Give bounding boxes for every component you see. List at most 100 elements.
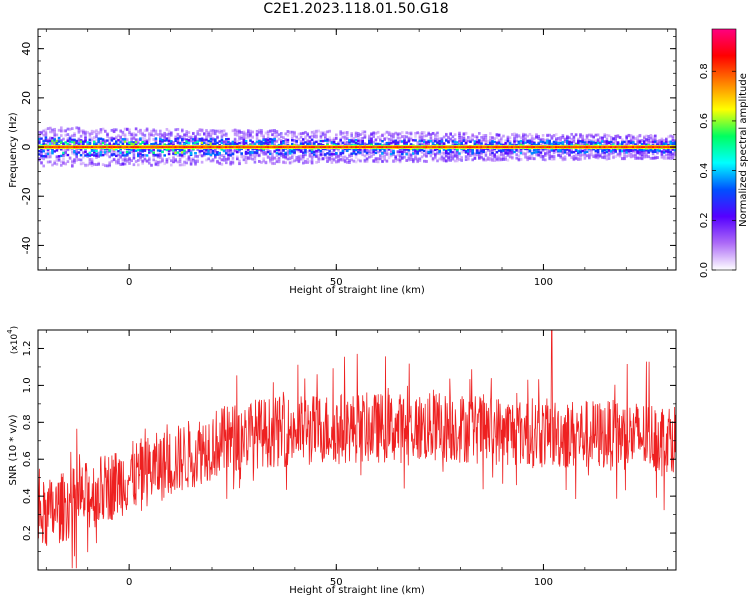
spectrogram-cell xyxy=(75,149,78,152)
spectrogram-cell xyxy=(350,158,353,162)
spectrogram-cell xyxy=(337,158,340,162)
spectrogram-cell xyxy=(614,155,617,158)
spectrogram-cell xyxy=(398,139,402,143)
spectrogram-cell xyxy=(60,154,63,158)
spectrogram-cell xyxy=(383,155,386,158)
spectrogram-cell xyxy=(310,130,314,134)
spectrogram-cell xyxy=(660,140,664,144)
spectrogram-cell xyxy=(231,161,235,165)
spectrogram-cell xyxy=(508,149,512,152)
spectrogram-cell xyxy=(328,146,331,148)
spectrogram-cell xyxy=(319,146,323,148)
spectrogram-cell xyxy=(559,142,562,145)
spectrogram-cell xyxy=(282,152,285,156)
spectrogram-cell xyxy=(194,141,197,145)
spectrogram-cell xyxy=(379,157,382,161)
spectrogram-cell xyxy=(275,151,279,155)
spectrogram-cell xyxy=(511,148,514,151)
spectrogram-cell xyxy=(269,156,272,160)
spectrogram-cell xyxy=(489,132,492,135)
spectrogram-cell xyxy=(104,164,107,168)
spectrogram-cell xyxy=(478,139,481,142)
spectrogram-cell xyxy=(260,131,263,135)
spectrogram-cell xyxy=(93,162,96,166)
spectrogram-cell xyxy=(500,152,503,155)
spectrogram-cell xyxy=(478,132,481,135)
spectrogram-cell xyxy=(409,153,413,157)
spectrogram-cell xyxy=(376,157,380,161)
spectrogram-cell xyxy=(405,158,408,162)
spectrogram-cell xyxy=(117,140,120,144)
spectrogram-cell xyxy=(128,151,131,155)
spectrogram-cell xyxy=(365,150,369,153)
spectrogram-cell xyxy=(145,139,149,143)
spectrogram-cell xyxy=(220,162,224,166)
spectrogram-cell xyxy=(207,149,210,153)
spectrogram-cell xyxy=(669,147,672,151)
spectrogram-cell xyxy=(621,156,624,160)
spectrogram-cell xyxy=(383,137,386,140)
spectrogram-cell xyxy=(313,153,316,156)
spectrogram-cell xyxy=(214,129,217,133)
spectrogram-cell xyxy=(348,159,351,162)
spectrogram-cell xyxy=(222,153,226,157)
spectrogram-cell xyxy=(231,129,235,133)
spectrogram-cell xyxy=(207,143,210,147)
spectrogram-cell xyxy=(38,153,41,156)
spectrogram-cell xyxy=(123,146,127,148)
spectrogram-cell xyxy=(475,136,479,140)
spectrogram-cell xyxy=(291,146,294,148)
spectrogram-cell xyxy=(577,146,580,148)
spectrogram-cell xyxy=(539,155,543,159)
spectrogram-cell xyxy=(203,148,206,152)
spectrogram-cell xyxy=(497,146,501,148)
spectrogram-cell xyxy=(445,154,448,158)
spectrogram-cell xyxy=(640,150,644,153)
spectrogram-cell xyxy=(319,131,323,135)
spectrogram-cell xyxy=(291,136,294,140)
spectrogram-cell xyxy=(414,146,417,148)
spectrogram-cell xyxy=(40,150,43,153)
spectrogram-cell xyxy=(423,149,426,153)
spectrogram-cell xyxy=(348,146,351,148)
spectrogram-cell xyxy=(172,146,175,148)
spectrogram-cell xyxy=(93,140,96,144)
spectrogram-cell xyxy=(643,148,646,151)
spectrogram-cell xyxy=(513,135,516,138)
spectrogram-cell xyxy=(222,158,226,162)
spectrogram-cell xyxy=(253,146,257,148)
spectrogram-cell xyxy=(394,139,397,142)
spectrogram-cell xyxy=(326,143,329,147)
spectrogram-cell xyxy=(570,146,573,148)
spectrogram-cell xyxy=(324,146,327,148)
spectrogram-cell xyxy=(654,156,657,160)
spectrogram-cell xyxy=(222,149,226,153)
spectrogram-cell xyxy=(161,158,164,162)
spectrogram-cell xyxy=(165,159,169,163)
spectrogram-cell xyxy=(60,146,63,148)
spectrogram-cell xyxy=(38,150,41,153)
spectrogram-cell xyxy=(341,151,345,155)
spectrogram-cell xyxy=(467,139,470,143)
spectrogram-cell xyxy=(368,141,371,145)
spectrogram-cell xyxy=(579,154,582,158)
spectrogram-cell xyxy=(172,148,175,152)
spectrogram-cell xyxy=(416,141,419,144)
spectrogram-cell xyxy=(218,140,221,143)
spectrogram-cell xyxy=(473,140,477,143)
spectrogram-cell xyxy=(99,130,103,134)
spectrogram-marks xyxy=(38,126,677,168)
spectrogram-cell xyxy=(471,138,474,142)
spectrogram-cell xyxy=(77,139,81,143)
spectrogram-cell xyxy=(330,146,334,148)
spectrogram-cell xyxy=(647,149,650,153)
spectrogram-cell xyxy=(304,135,307,138)
spectrogram-cell xyxy=(77,137,81,141)
spectrogram-cell xyxy=(242,136,246,140)
spectrogram-cell xyxy=(82,151,85,154)
spectrogram-cell xyxy=(374,146,378,148)
spectrogram-cell xyxy=(511,146,514,148)
spectrogram-cell xyxy=(95,135,98,139)
spectrogram-cell xyxy=(82,129,85,133)
